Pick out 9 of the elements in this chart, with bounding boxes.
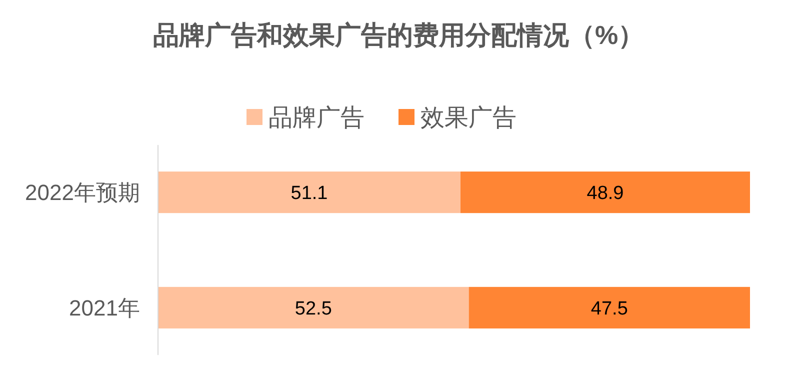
data-label: 48.9	[586, 182, 624, 204]
data-label: 51.1	[290, 182, 328, 204]
y-tick-label: 2022年预期	[25, 180, 140, 206]
legend-label: 效果广告	[420, 104, 516, 132]
legend-label: 品牌广告	[268, 104, 364, 132]
data-label: 47.5	[590, 298, 628, 320]
data-label: 52.5	[294, 298, 332, 320]
y-tick-label: 2021年	[69, 295, 140, 320]
chart-title: 品牌广告和效果广告的费用分配情况（%）	[152, 20, 644, 50]
